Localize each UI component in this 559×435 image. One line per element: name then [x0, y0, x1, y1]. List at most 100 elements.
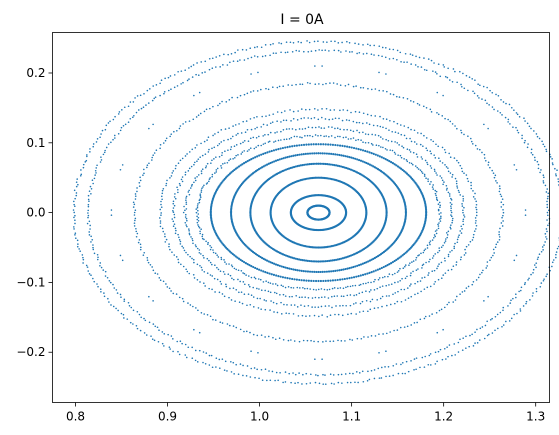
scatter-point: [434, 230, 437, 232]
scatter-point: [442, 94, 444, 97]
orbit-5: [209, 143, 428, 283]
scatter-point: [319, 279, 322, 283]
scatter-point: [80, 169, 82, 171]
scatter-point: [256, 115, 258, 118]
scatter-point: [444, 151, 447, 154]
scatter-point: [132, 309, 135, 312]
scatter-point: [190, 185, 193, 187]
scatter-point: [378, 89, 381, 92]
scatter-point: [312, 162, 315, 165]
scatter-point: [248, 275, 250, 277]
scatter-point: [533, 156, 536, 159]
scatter-point: [165, 182, 168, 185]
scatter-point: [510, 317, 513, 320]
scatter-point: [274, 132, 276, 134]
scatter-point: [391, 273, 394, 276]
scatter-point: [435, 198, 438, 200]
scatter-point: [103, 151, 106, 154]
scatter-point: [441, 358, 444, 361]
scatter-point: [489, 166, 491, 169]
scatter-point: [443, 257, 446, 260]
scatter-point: [146, 257, 149, 259]
scatter-point: [524, 214, 527, 216]
scatter-point: [507, 305, 509, 307]
scatter-point: [286, 277, 289, 280]
scatter-point: [272, 273, 276, 276]
scatter-point: [211, 159, 213, 162]
scatter-point: [452, 68, 455, 70]
scatter-point: [154, 325, 157, 328]
scatter-point: [280, 301, 282, 304]
x-tick-label: 1.0: [250, 410, 269, 424]
scatter-point: [264, 271, 267, 274]
scatter-point: [457, 236, 460, 238]
scatter-point: [264, 134, 266, 136]
scatter-point: [75, 185, 78, 188]
scatter-point: [134, 209, 137, 212]
scatter-point: [401, 254, 404, 257]
scatter-point: [185, 224, 188, 226]
scatter-point: [284, 51, 287, 54]
scatter-point: [265, 115, 267, 117]
scatter-point: [253, 147, 256, 150]
scatter-point: [273, 160, 276, 163]
scatter-point: [276, 111, 279, 113]
scatter-point: [373, 377, 376, 380]
scatter-point: [245, 274, 247, 276]
scatter-point: [492, 254, 494, 257]
scatter-point: [302, 143, 306, 146]
scatter-point: [312, 288, 315, 291]
scatter-point: [521, 137, 523, 140]
scatter-point: [216, 167, 219, 170]
scatter-point: [197, 114, 200, 117]
scatter-point: [358, 292, 361, 295]
scatter-point: [324, 305, 327, 307]
scatter-point: [317, 288, 320, 291]
scatter-point: [365, 282, 367, 285]
scatter-point: [232, 278, 235, 281]
scatter-point: [462, 211, 464, 214]
scatter-point: [292, 154, 295, 157]
scatter-point: [228, 296, 230, 299]
scatter-point: [362, 282, 365, 285]
scatter-point: [134, 217, 137, 220]
scatter-point: [195, 73, 197, 76]
scatter-point: [110, 304, 112, 306]
scatter-point: [293, 340, 296, 342]
scatter-point: [323, 270, 326, 273]
scatter-point: [542, 180, 545, 182]
scatter-point: [447, 269, 450, 272]
scatter-point: [252, 296, 255, 298]
scatter-point: [311, 306, 313, 308]
scatter-point: [156, 326, 159, 329]
scatter-point: [491, 91, 494, 94]
scatter-point: [221, 154, 223, 157]
scatter-point: [185, 197, 187, 199]
scatter-point: [305, 143, 308, 146]
scatter-point: [212, 251, 215, 254]
scatter-point: [264, 258, 267, 261]
scatter-point: [348, 145, 351, 149]
scatter-point: [154, 272, 157, 275]
scatter-point: [459, 194, 462, 196]
scatter-point: [400, 300, 403, 303]
scatter-point: [324, 279, 327, 282]
scatter-point: [481, 271, 483, 274]
scatter-point: [423, 288, 426, 290]
scatter-point: [200, 189, 203, 191]
scatter-point: [330, 40, 332, 43]
scatter-point: [159, 225, 162, 228]
scatter-point: [437, 350, 440, 353]
scatter-point: [474, 222, 477, 224]
scatter-point: [162, 280, 165, 283]
scatter-point: [293, 278, 296, 281]
scatter-point: [384, 275, 386, 278]
scatter-point: [329, 143, 332, 146]
scatter-point: [484, 324, 487, 327]
scatter-point: [486, 102, 488, 105]
scatter-point: [416, 102, 419, 105]
scatter-point: [165, 238, 168, 241]
scatter-point: [342, 154, 345, 157]
scatter-point: [374, 278, 376, 281]
scatter-point: [166, 286, 169, 288]
